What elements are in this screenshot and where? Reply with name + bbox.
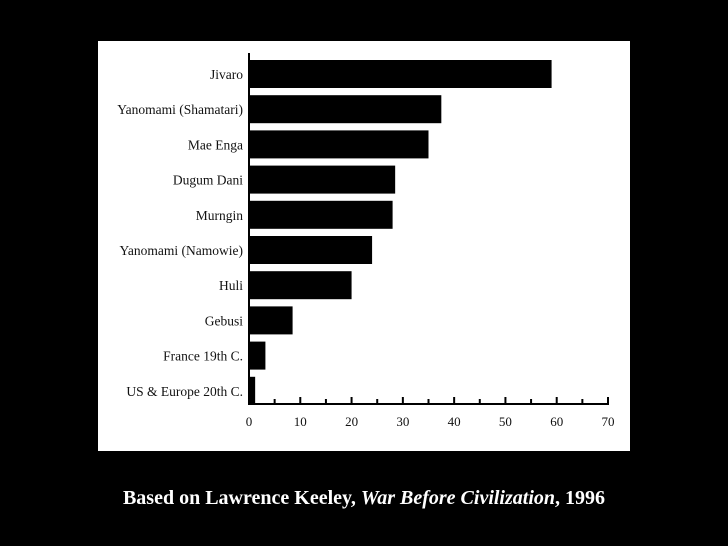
caption-prefix: Based on Lawrence Keeley, (122, 487, 361, 509)
bar (249, 236, 373, 264)
category-label: Huli (219, 278, 243, 293)
caption-suffix: , 1996 (555, 487, 606, 509)
bar (249, 271, 352, 300)
category-label: Dugum Dani (173, 173, 243, 188)
x-tick-label: 40 (448, 414, 461, 429)
bar (249, 130, 429, 159)
category-label: Murngin (196, 208, 244, 223)
category-label: US & Europe 20th C. (126, 384, 243, 399)
category-label: Yanomami (Shamatari) (117, 102, 243, 117)
category-label: Yanomami (Namowie) (120, 243, 243, 258)
category-label: Mae Enga (188, 137, 243, 152)
bar (249, 341, 266, 370)
source-caption: Based on Lawrence Keeley, War Before Civ… (0, 487, 728, 510)
bar (249, 376, 256, 405)
caption-book-title: War Before Civilization (360, 487, 556, 509)
bar (249, 95, 442, 124)
x-tick-label: 60 (550, 414, 563, 429)
bar (249, 200, 393, 229)
x-tick-label: 50 (499, 414, 512, 429)
x-tick-label: 20 (345, 414, 358, 429)
category-label: France 19th C. (163, 349, 243, 364)
bar (249, 306, 293, 335)
x-tick-label: 30 (396, 414, 409, 429)
bar (249, 60, 552, 88)
chart-panel: Jivaro Yanomami (Shamatari) Mae Enga Dugum … (98, 41, 630, 451)
category-label: Jivaro (210, 67, 243, 82)
bar (249, 165, 396, 194)
bar-chart: Jivaro Yanomami (Shamatari) Mae Enga Dugum … (117, 53, 615, 429)
x-tick-label: 0 (246, 414, 253, 429)
x-tick-label: 70 (602, 414, 615, 429)
category-label: Gebusi (205, 313, 243, 328)
x-tick-label: 10 (294, 414, 307, 429)
